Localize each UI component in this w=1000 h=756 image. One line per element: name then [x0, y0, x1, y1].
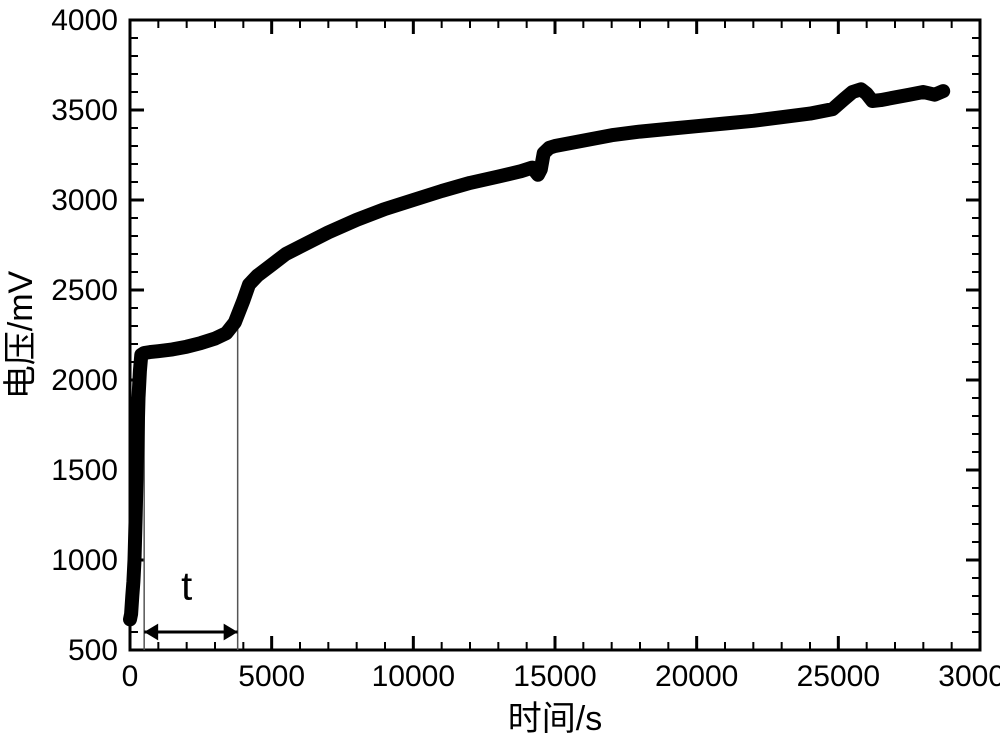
y-tick-label: 1000	[51, 544, 118, 577]
y-tick-label: 3500	[51, 94, 118, 127]
x-tick-label: 10000	[372, 660, 455, 693]
y-tick-label: 2000	[51, 364, 118, 397]
y-tick-label: 4000	[51, 4, 118, 37]
y-tick-label: 3000	[51, 184, 118, 217]
x-tick-label: 25000	[797, 660, 880, 693]
chart-container: 0 5000 10000 15000 20000 25000 30000 时间/s 500 100…	[0, 0, 1000, 756]
x-tick-label: 20000	[655, 660, 738, 693]
t-region-label: t	[181, 565, 192, 609]
x-axis-label: 时间/s	[508, 700, 602, 738]
x-tick-label: 30000	[938, 660, 1000, 693]
chart-background	[0, 0, 1000, 756]
x-tick-label: 15000	[513, 660, 596, 693]
y-tick-label: 1500	[51, 454, 118, 487]
y-axis-label: 电压/mV	[2, 270, 40, 399]
y-tick-label: 500	[68, 634, 118, 667]
x-tick-label: 5000	[238, 660, 305, 693]
x-tick-label: 0	[122, 660, 139, 693]
voltage-time-chart: 0 5000 10000 15000 20000 25000 30000 时间/s 500 100…	[0, 0, 1000, 756]
y-tick-label: 2500	[51, 274, 118, 307]
